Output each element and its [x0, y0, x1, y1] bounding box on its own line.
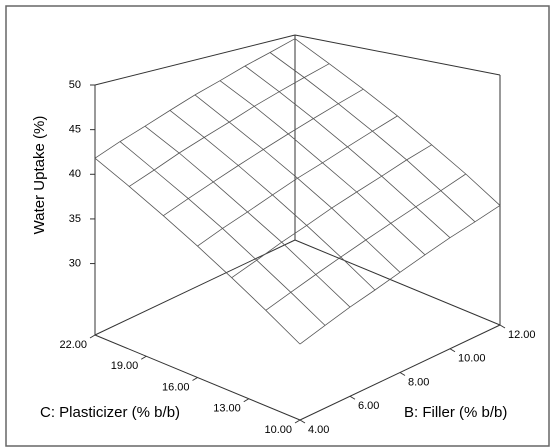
surface-mesh-line — [299, 205, 501, 345]
y-tick-label: 19.00 — [111, 360, 139, 372]
z-tick-label: 45 — [69, 124, 81, 136]
z-tick-label: 40 — [69, 168, 81, 180]
x-tick — [499, 324, 506, 329]
y-tick — [243, 398, 250, 403]
box-edge — [94, 34, 296, 86]
surface-mesh-line — [219, 80, 426, 256]
y-tick-label: 22.00 — [59, 339, 87, 351]
surface-mesh-line — [144, 125, 351, 308]
z-tick-label: 50 — [69, 79, 81, 91]
y-tick-label: 16.00 — [162, 381, 190, 393]
surface-mesh-line — [94, 157, 301, 345]
surface-mesh-line — [197, 115, 398, 247]
z-tick-label: 35 — [69, 213, 81, 225]
z-axis-title: Water Uptake (%) — [31, 116, 48, 235]
surface-mesh-line — [294, 38, 501, 206]
surface-mesh-line — [119, 141, 326, 326]
frame — [5, 5, 550, 447]
surface-mesh-line — [163, 88, 364, 217]
y-tick — [192, 377, 198, 381]
y-tick-label: 13.00 — [213, 403, 241, 415]
x-tick — [449, 348, 456, 353]
surface-mesh-line — [265, 173, 467, 311]
y-tick — [89, 334, 96, 339]
surface-mesh-line — [128, 63, 330, 187]
surface-mesh-line — [94, 38, 296, 159]
x-axis-title: B: Filler (% b/b) — [404, 404, 507, 421]
surface-mesh-line — [194, 94, 401, 273]
x-tick-label: 6.00 — [358, 400, 379, 412]
box-edge — [94, 239, 296, 336]
box-edge — [294, 239, 501, 326]
x-tick-label: 12.00 — [508, 329, 536, 341]
y-axis-title: C: Plasticizer (% b/b) — [40, 404, 180, 421]
surface-mesh-line — [269, 52, 476, 223]
x-tick — [299, 419, 306, 424]
x-tick — [349, 395, 356, 400]
y-tick — [140, 355, 147, 360]
x-tick-label: 8.00 — [408, 376, 429, 388]
x-tick-label: 10.00 — [458, 353, 486, 365]
box-edge — [294, 34, 501, 76]
surface-mesh-line — [244, 65, 451, 238]
z-tick-label: 30 — [69, 257, 81, 269]
surface-mesh-line — [169, 110, 376, 291]
x-tick — [399, 372, 406, 376]
x-tick-label: 4.00 — [308, 424, 329, 436]
y-tick-label: 10.00 — [264, 424, 292, 436]
surface-mesh-line — [231, 144, 432, 279]
y-tick — [294, 419, 301, 424]
